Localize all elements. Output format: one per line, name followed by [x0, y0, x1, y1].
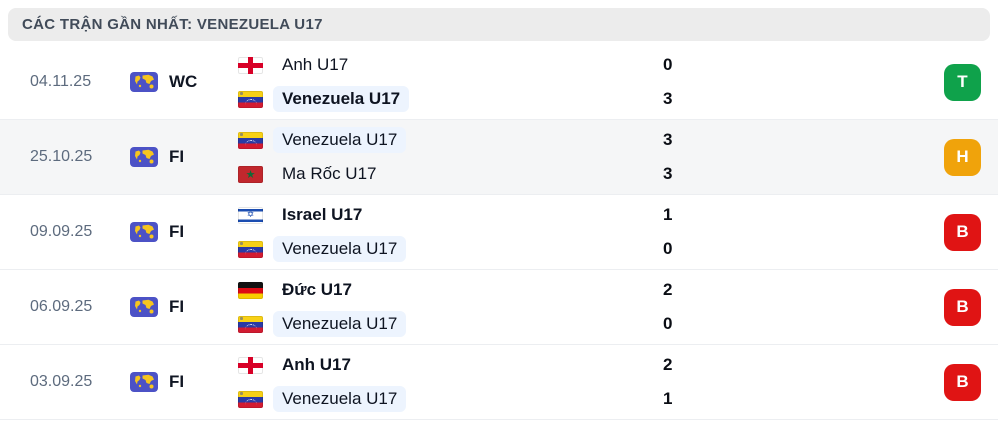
competition-code: FI: [169, 372, 185, 391]
result-badge: B: [944, 363, 981, 401]
team-score: 0: [663, 314, 673, 333]
team: Đức U17: [238, 277, 663, 303]
team: Ma Rốc U17: [238, 161, 663, 187]
team-score: 2: [663, 355, 673, 374]
team-line: Venezuela U17 1: [238, 385, 944, 413]
match-row[interactable]: 25.10.25 FI Venezuela U17 3 Ma Rốc U17 3: [0, 120, 998, 195]
result-cell: B: [944, 195, 998, 269]
team-name: Ma Rốc U17: [282, 164, 377, 183]
competition: WC: [130, 72, 238, 92]
result-cell: H: [944, 120, 998, 194]
result-cell: B: [944, 270, 998, 344]
team-line: Đức U17 2: [238, 276, 944, 304]
team-line: Venezuela U17 0: [238, 235, 944, 263]
match-date: 25.10.25: [30, 148, 93, 165]
team: Anh U17: [238, 52, 663, 78]
team-score: 3: [663, 130, 673, 149]
teams-block: Anh U17 0 Venezuela U17 3: [238, 51, 944, 113]
team: Venezuela U17: [238, 236, 663, 262]
globe-world-map-icon: [130, 222, 158, 242]
team-score: 1: [663, 205, 673, 224]
competition: FI: [130, 297, 238, 317]
competition-code: FI: [169, 297, 185, 316]
team-name: Venezuela U17: [273, 236, 407, 262]
team-score: 3: [663, 164, 673, 183]
match-date: 06.09.25: [30, 298, 93, 315]
result-badge: T: [944, 63, 981, 101]
team-name: Israel U17: [282, 205, 363, 224]
result-cell: T: [944, 45, 998, 119]
venezuela-flag-icon: [238, 240, 263, 258]
match-row[interactable]: 04.11.25 WC Anh U17 0 Venezuela U17 3: [0, 45, 998, 120]
teams-block: Israel U17 1 Venezuela U17 0: [238, 201, 944, 263]
team: Venezuela U17: [238, 311, 663, 337]
team-line: Venezuela U17 3: [238, 126, 944, 154]
team-score: 2: [663, 280, 673, 299]
venezuela-flag-icon: [238, 315, 263, 333]
globe-world-map-icon: [130, 72, 158, 92]
team-score: 0: [663, 239, 673, 258]
result-badge: B: [944, 213, 981, 251]
germany-flag-icon: [238, 281, 263, 299]
team-line: Ma Rốc U17 3: [238, 160, 944, 188]
team: Anh U17: [238, 352, 663, 378]
team: Israel U17: [238, 202, 663, 228]
result-badge: H: [944, 138, 981, 176]
globe-world-map-icon: [130, 372, 158, 392]
match-row[interactable]: 06.09.25 FI Đức U17 2 Venezuela U17 0: [0, 270, 998, 345]
venezuela-flag-icon: [238, 390, 263, 408]
widget-title: CÁC TRẬN GẦN NHẤT: VENEZUELA U17: [22, 16, 323, 33]
team-name: Venezuela U17: [273, 311, 407, 337]
team-line: Israel U17 1: [238, 201, 944, 229]
widget-header: CÁC TRẬN GẦN NHẤT: VENEZUELA U17: [8, 8, 990, 41]
competition-code: FI: [169, 147, 185, 166]
team-score: 0: [663, 55, 673, 74]
teams-block: Đức U17 2 Venezuela U17 0: [238, 276, 944, 338]
competition-code: FI: [169, 222, 185, 241]
teams-block: Anh U17 2 Venezuela U17 1: [238, 351, 944, 413]
result-badge: B: [944, 288, 981, 326]
team-line: Anh U17 0: [238, 51, 944, 79]
team-line: Venezuela U17 3: [238, 85, 944, 113]
globe-world-map-icon: [130, 297, 158, 317]
england-flag-icon: [238, 56, 263, 74]
globe-world-map-icon: [130, 147, 158, 167]
team: Venezuela U17: [238, 127, 663, 153]
israel-flag-icon: [238, 206, 263, 224]
teams-block: Venezuela U17 3 Ma Rốc U17 3: [238, 126, 944, 188]
team-name: Venezuela U17: [273, 386, 407, 412]
team: Venezuela U17: [238, 86, 663, 112]
morocco-flag-icon: [238, 165, 263, 183]
team-name: Venezuela U17: [273, 127, 407, 153]
match-date: 09.09.25: [30, 223, 93, 240]
team-name: Anh U17: [282, 355, 351, 374]
match-row[interactable]: 09.09.25 FI Israel U17 1 Venezuela U17 0: [0, 195, 998, 270]
venezuela-flag-icon: [238, 90, 263, 108]
match-date: 04.11.25: [30, 73, 92, 90]
team-name: Venezuela U17: [273, 86, 410, 112]
match-date: 03.09.25: [30, 373, 93, 390]
result-cell: B: [944, 345, 998, 419]
england-flag-icon: [238, 356, 263, 374]
competition: FI: [130, 222, 238, 242]
team: Venezuela U17: [238, 386, 663, 412]
team-name: Anh U17: [282, 55, 349, 74]
competition: FI: [130, 372, 238, 392]
match-row[interactable]: 03.09.25 FI Anh U17 2 Venezuela U17 1: [0, 345, 998, 420]
team-name: Đức U17: [282, 280, 352, 299]
team-line: Venezuela U17 0: [238, 310, 944, 338]
recent-matches-widget: CÁC TRẬN GẦN NHẤT: VENEZUELA U17 04.11.2…: [0, 8, 998, 428]
competition: FI: [130, 147, 238, 167]
team-line: Anh U17 2: [238, 351, 944, 379]
team-score: 3: [663, 89, 673, 108]
team-score: 1: [663, 389, 673, 408]
venezuela-flag-icon: [238, 131, 263, 149]
competition-code: WC: [169, 72, 198, 91]
